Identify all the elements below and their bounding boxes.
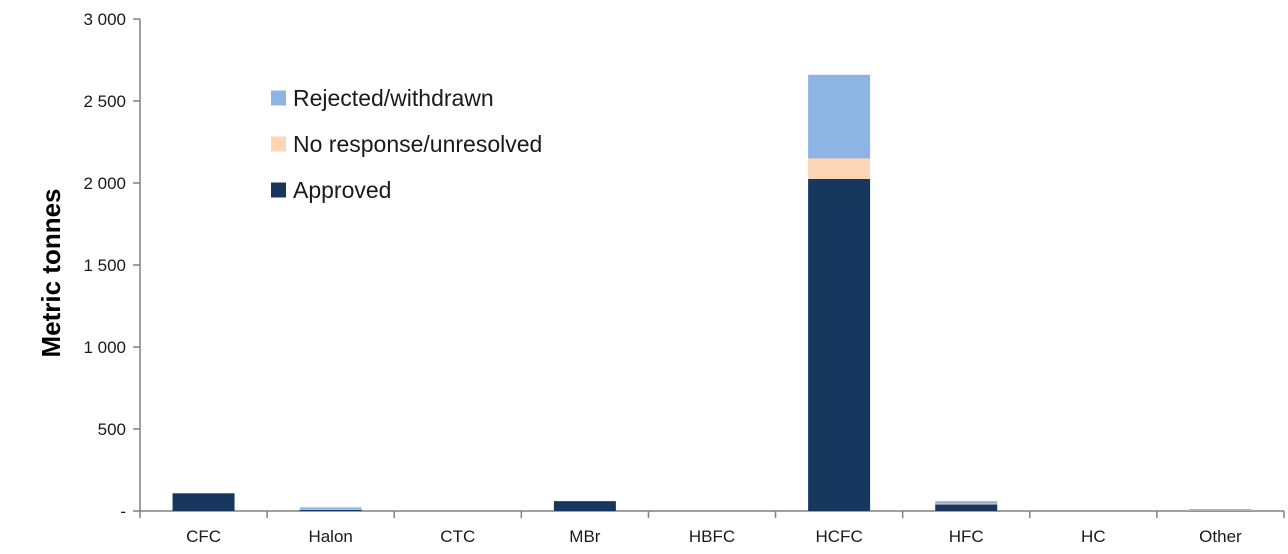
y-tick-label: 500: [98, 420, 126, 439]
legend-label: No response/unresolved: [293, 131, 542, 157]
legend-swatch: [271, 90, 286, 106]
x-tick-label: CFC: [186, 527, 221, 546]
y-tick-label: 2 000: [83, 174, 126, 193]
bar-segment: [808, 74, 871, 159]
bar-segment: [935, 503, 998, 505]
legend-label: Rejected/withdrawn: [293, 85, 494, 111]
bar-segment: [808, 178, 871, 511]
x-tick-label: Halon: [308, 527, 352, 546]
y-tick-label: 3 000: [83, 10, 126, 29]
y-tick-label: 1 000: [83, 338, 126, 357]
bar-segment: [299, 509, 362, 510]
y-axis: - 500 1 000 1 500 2 000 2 500 3 000: [83, 10, 141, 521]
x-tick-label: HFC: [949, 527, 984, 546]
legend-swatch: [271, 136, 286, 152]
x-tick-label: Other: [1199, 527, 1242, 546]
legend: Rejected/withdrawn No response/unresolved…: [271, 85, 542, 203]
bar-segment: [553, 501, 616, 511]
x-tick-label: HCFC: [816, 527, 863, 546]
x-tick-label: MBr: [569, 527, 601, 546]
bar-segment: [1189, 510, 1252, 512]
y-tick-label: 2 500: [83, 92, 126, 111]
bar-segment: [935, 504, 998, 511]
bar-segment: [299, 509, 362, 511]
y-tick-label: -: [120, 502, 126, 521]
bar-series-group: [172, 74, 1252, 512]
y-tick-label: 1 500: [83, 256, 126, 275]
bar-segment: [1189, 509, 1252, 511]
bar-segment: [1189, 510, 1252, 511]
legend-swatch: [271, 182, 286, 198]
x-axis: CFC Halon CTC MBr HBFC HCFC HFC HC Other: [139, 510, 1285, 546]
y-axis-title: Metric tonnes: [36, 188, 66, 357]
legend-label: Approved: [293, 177, 391, 203]
bar-segment: [808, 158, 871, 179]
bar-segment: [172, 493, 235, 511]
bar-segment: [935, 501, 998, 504]
x-tick-label: CTC: [440, 527, 475, 546]
bar-segment: [299, 507, 362, 510]
x-tick-label: HBFC: [689, 527, 735, 546]
x-tick-label: HC: [1081, 527, 1106, 546]
